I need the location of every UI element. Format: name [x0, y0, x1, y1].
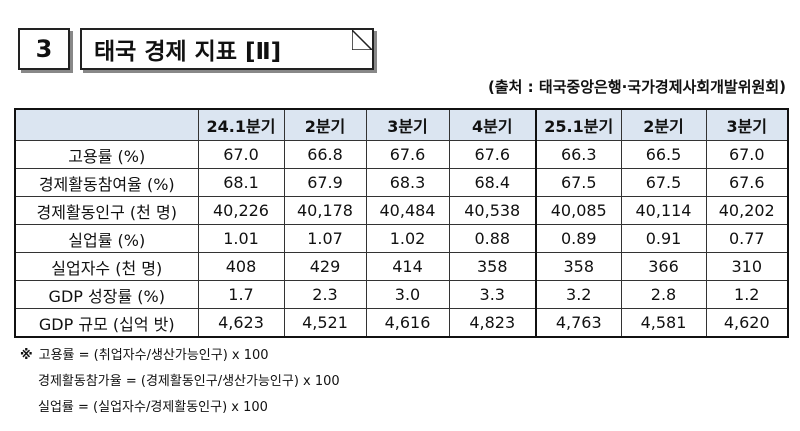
cell: 4,616 — [365, 308, 450, 338]
cell: 3.2 — [535, 280, 622, 309]
cell: 67.5 — [620, 168, 707, 197]
row-label: 고용률 (%) — [14, 140, 199, 169]
cell: 0.88 — [448, 224, 537, 253]
row-label: 실업률 (%) — [14, 224, 199, 253]
cell: 40,085 — [535, 196, 622, 225]
table-row: 고용률 (%) 67.0 66.8 67.6 67.6 66.3 66.5 67.0 — [14, 140, 789, 169]
column-header: 24.1분기 — [197, 108, 285, 141]
note: ※ 고용률 = (취업자수/생산가능인구) x 100 — [20, 343, 340, 369]
note-text: 경제활동참가율 = (경제활동인구/생산가능인구) x 100 — [38, 374, 340, 389]
cell: 67.5 — [535, 168, 622, 197]
notes: ※ 고용률 = (취업자수/생산가능인구) x 100 경제활동참가율 = (경제활… — [20, 343, 340, 421]
cell: 68.4 — [448, 168, 537, 197]
table-row: GDP 성장률 (%) 1.7 2.3 3.0 3.3 3.2 2.8 1.2 — [14, 280, 789, 309]
cell: 40,226 — [197, 196, 285, 225]
note: 경제활동참가율 = (경제활동인구/생산가능인구) x 100 — [20, 369, 340, 395]
column-header: 2분기 — [283, 108, 367, 141]
header-row: 24.1분기 2분기 3분기 4분기 25.1분기 2분기 3분기 — [14, 108, 789, 141]
cell: 2.8 — [620, 280, 707, 309]
cell: 67.0 — [705, 140, 789, 169]
row-label: 경제활동인구 (천 명) — [14, 196, 199, 225]
cell: 4,521 — [283, 308, 367, 338]
cell: 40,202 — [705, 196, 789, 225]
row-label: 실업자수 (천 명) — [14, 252, 199, 281]
cell: 67.6 — [705, 168, 789, 197]
section-title: 태국 경제 지표 [Ⅱ] — [80, 28, 374, 70]
cell: 0.89 — [535, 224, 622, 253]
note: 실업률 = (실업자수/경제활동인구) x 100 — [20, 395, 340, 421]
cell: 40,484 — [365, 196, 450, 225]
column-header: 3분기 — [365, 108, 450, 141]
cell: 3.3 — [448, 280, 537, 309]
cell: 414 — [365, 252, 450, 281]
cell: 1.7 — [197, 280, 285, 309]
cell: 1.2 — [705, 280, 789, 309]
column-header: 3분기 — [705, 108, 789, 141]
cell: 40,178 — [283, 196, 367, 225]
cell: 310 — [705, 252, 789, 281]
column-header: 4분기 — [448, 108, 537, 141]
cell: 358 — [448, 252, 537, 281]
table-row: 실업자수 (천 명) 408 429 414 358 358 366 310 — [14, 252, 789, 281]
corner-fold — [352, 28, 374, 50]
table-row: GDP 규모 (십억 밧) 4,623 4,521 4,616 4,823 4,763 4,… — [14, 308, 789, 338]
note-marker: ※ — [20, 348, 33, 363]
cell: 3.0 — [365, 280, 450, 309]
row-label: 경제활동참여율 (%) — [14, 168, 199, 197]
row-label: GDP 규모 (십억 밧) — [14, 308, 199, 338]
cell: 358 — [535, 252, 622, 281]
cell: 2.3 — [283, 280, 367, 309]
section-number: 3 — [18, 28, 70, 70]
cell: 40,538 — [448, 196, 537, 225]
cell: 66.5 — [620, 140, 707, 169]
row-label: GDP 성장률 (%) — [14, 280, 199, 309]
cell: 67.0 — [197, 140, 285, 169]
cell: 66.3 — [535, 140, 622, 169]
cell: 66.8 — [283, 140, 367, 169]
cell: 40,114 — [620, 196, 707, 225]
cell: 429 — [283, 252, 367, 281]
cell: 4,623 — [197, 308, 285, 338]
cell: 0.77 — [705, 224, 789, 253]
table-row: 실업률 (%) 1.01 1.07 1.02 0.88 0.89 0.91 0.77 — [14, 224, 789, 253]
cell: 4,823 — [448, 308, 537, 338]
cell: 366 — [620, 252, 707, 281]
cell: 4,763 — [535, 308, 622, 338]
cell: 67.6 — [365, 140, 450, 169]
note-text: 고용률 = (취업자수/생산가능인구) x 100 — [38, 348, 269, 363]
column-header: 25.1분기 — [535, 108, 622, 141]
table-row: 경제활동참여율 (%) 68.1 67.9 68.3 68.4 67.5 67.5 67.6 — [14, 168, 789, 197]
table-row: 경제활동인구 (천 명) 40,226 40,178 40,484 40,538 40,0… — [14, 196, 789, 225]
cell: 1.07 — [283, 224, 367, 253]
cell: 4,581 — [620, 308, 707, 338]
cell: 0.91 — [620, 224, 707, 253]
cell: 1.02 — [365, 224, 450, 253]
column-header: 2분기 — [620, 108, 707, 141]
cell: 67.9 — [283, 168, 367, 197]
cell: 68.1 — [197, 168, 285, 197]
cell: 1.01 — [197, 224, 285, 253]
cell: 408 — [197, 252, 285, 281]
cell: 4,620 — [705, 308, 789, 338]
data-table: 24.1분기 2분기 3분기 4분기 25.1분기 2분기 3분기 고용률 (%) 67.0 66… — [14, 108, 789, 338]
cell: 67.6 — [448, 140, 537, 169]
source: (출처 : 태국중앙은행·국가경제사회개발위원회) — [487, 78, 786, 96]
cell: 68.3 — [365, 168, 450, 197]
note-text: 실업률 = (실업자수/경제활동인구) x 100 — [38, 400, 268, 415]
corner-cell — [14, 108, 199, 141]
